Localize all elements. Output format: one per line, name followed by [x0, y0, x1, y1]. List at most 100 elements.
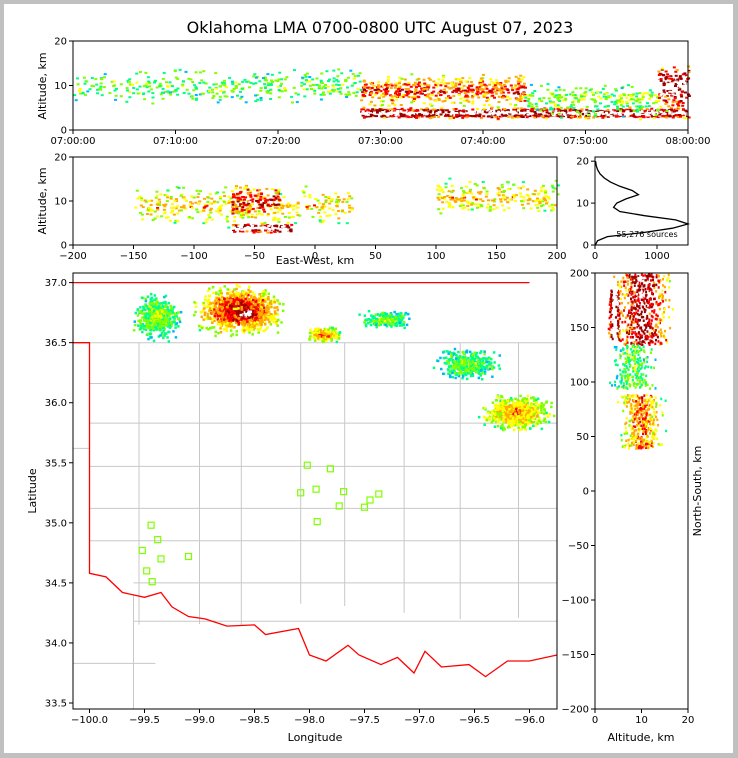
density-cell — [163, 205, 167, 208]
density-cell — [479, 190, 483, 193]
density-cell — [571, 109, 575, 112]
density-cell — [676, 89, 680, 91]
density-cell — [541, 184, 545, 187]
density-cell — [346, 94, 350, 96]
east-west-x-label: East-West, km — [276, 254, 354, 267]
density-cell — [200, 79, 204, 82]
density-cell — [151, 209, 154, 212]
density-cell — [183, 197, 187, 200]
density-cell — [172, 206, 176, 209]
density-cell — [662, 82, 666, 85]
density-cell — [184, 70, 188, 73]
density-cell — [646, 92, 649, 95]
density-cell — [666, 87, 670, 90]
density-cell — [461, 77, 465, 80]
density-cell — [460, 200, 464, 203]
density-cell — [242, 301, 246, 305]
density-cell — [182, 186, 186, 189]
density-cell — [455, 112, 459, 114]
density-cell — [88, 88, 92, 91]
density-cell — [235, 330, 238, 333]
density-cell — [450, 81, 454, 84]
density-cell — [517, 82, 521, 85]
density-cell — [596, 108, 600, 111]
density-cell — [674, 83, 678, 85]
density-cell — [520, 203, 524, 206]
density-cell — [156, 320, 159, 323]
density-cell — [165, 81, 168, 84]
density-cell — [250, 200, 254, 203]
density-cell — [158, 325, 161, 328]
density-cell — [190, 95, 194, 98]
density-cell — [381, 114, 385, 117]
density-cell — [295, 211, 299, 214]
density-cell — [466, 90, 470, 93]
density-cell — [519, 111, 522, 114]
density-cell — [522, 92, 525, 95]
density-cell — [188, 204, 192, 207]
density-cell — [191, 97, 195, 100]
density-cell — [513, 87, 516, 90]
density-cell — [203, 307, 206, 310]
density-cell — [665, 95, 669, 97]
density-cell — [325, 215, 329, 217]
density-cell — [659, 73, 663, 76]
density-cell — [257, 229, 261, 232]
density-cell — [434, 94, 438, 97]
density-cell — [144, 200, 148, 203]
density-cell — [673, 97, 677, 100]
density-cell — [396, 85, 400, 88]
density-cell — [322, 219, 326, 222]
density-cell — [182, 196, 186, 199]
density-cell — [638, 115, 642, 118]
density-cell — [152, 309, 156, 313]
density-cell — [260, 204, 264, 207]
density-cell — [438, 91, 442, 93]
density-cell — [674, 88, 678, 91]
density-cell — [557, 112, 561, 115]
density-cell — [248, 200, 252, 203]
density-cell — [296, 202, 300, 205]
density-cell — [467, 100, 471, 103]
density-cell — [687, 65, 691, 68]
density-cell — [428, 103, 432, 106]
density-cell — [243, 326, 246, 329]
density-cell — [240, 95, 244, 98]
density-cell — [209, 301, 212, 305]
density-cell — [464, 185, 468, 188]
density-cell — [324, 199, 328, 202]
density-cell — [143, 98, 147, 101]
density-cell — [166, 305, 169, 309]
density-cell — [658, 96, 661, 99]
density-cell — [235, 185, 238, 188]
density-cell — [140, 213, 144, 216]
density-cell — [225, 329, 229, 333]
density-cell — [96, 92, 100, 95]
density-cell — [638, 113, 642, 116]
density-cell — [650, 110, 654, 113]
density-cell — [459, 97, 463, 100]
density-cell — [682, 86, 686, 89]
density-cell — [249, 208, 253, 211]
density-cell — [275, 322, 278, 326]
density-cell — [164, 216, 168, 219]
density-cell — [421, 88, 425, 91]
density-cell — [202, 301, 206, 305]
density-cell — [224, 202, 228, 205]
density-cell — [151, 305, 154, 308]
density-cell — [687, 95, 691, 97]
density-cell — [541, 200, 545, 203]
density-cell — [550, 209, 554, 212]
density-cell — [266, 317, 269, 320]
density-cell — [492, 208, 496, 211]
density-cell — [460, 87, 464, 89]
density-cell — [235, 287, 238, 291]
density-cell — [260, 223, 264, 226]
density-cell — [168, 326, 172, 329]
density-cell — [629, 110, 633, 113]
density-cell — [206, 201, 210, 203]
density-cell — [275, 319, 278, 323]
density-cell — [460, 197, 464, 200]
density-cell — [670, 78, 674, 80]
density-cell — [312, 83, 316, 86]
